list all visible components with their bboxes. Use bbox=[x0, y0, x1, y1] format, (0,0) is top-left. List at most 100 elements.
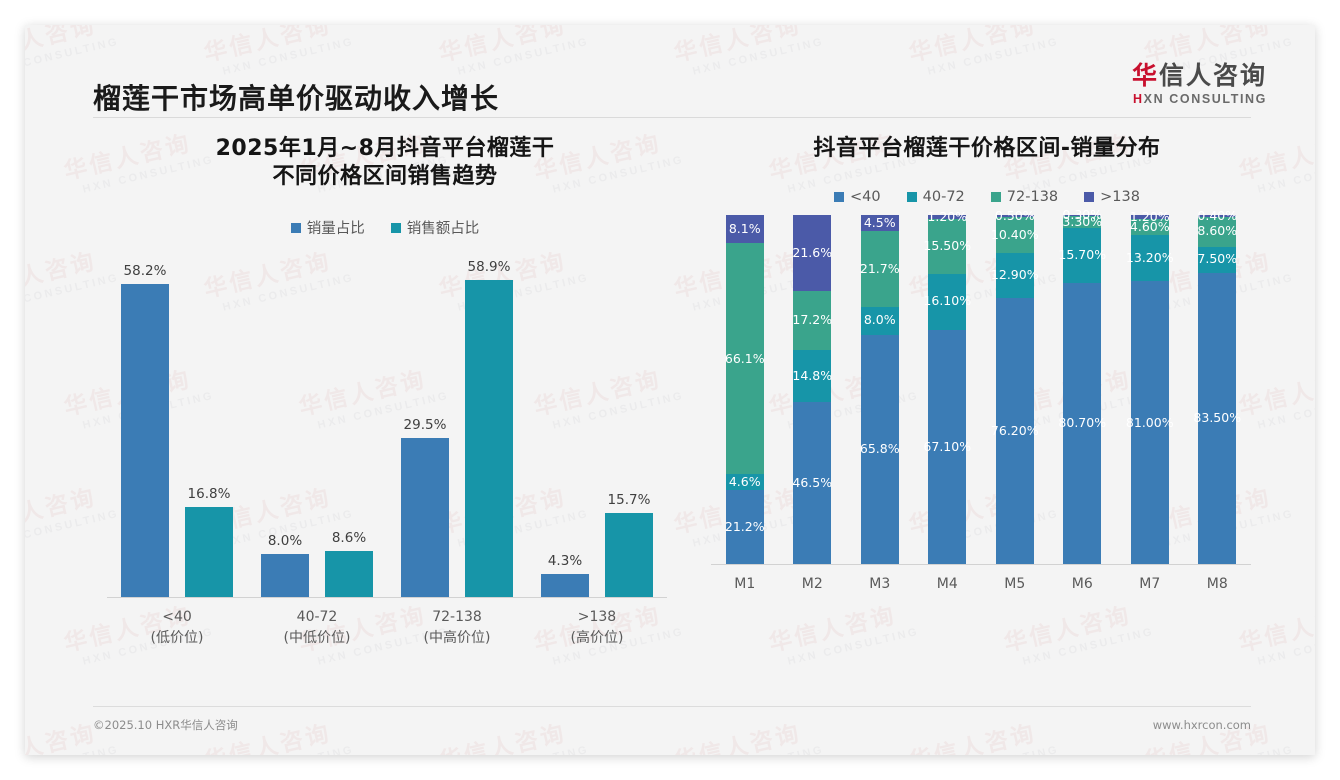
stack-inner: 83.50% 7.50% 8.60% 0.40% bbox=[1193, 209, 1241, 565]
stack-segment->138-M5[interactable]: 0.50% bbox=[995, 209, 1035, 221]
stacked-bar-M1: 21.2% 4.6% 66.1% 8.1% bbox=[711, 215, 779, 565]
stack-segment-<40-M6[interactable]: 80.70% bbox=[1058, 282, 1106, 565]
stack-segment-label: 12.90% bbox=[990, 267, 1039, 283]
chart-right-stacked-bars: 21.2% 4.6% 66.1% 8.1% 46.5% 14.8% 17.2% 21.6% 65… bbox=[711, 209, 1251, 565]
stack-segment->138-M6[interactable]: 0.30% bbox=[1062, 209, 1102, 221]
stack-segment-72-138-M5[interactable]: 10.40% bbox=[991, 216, 1039, 254]
stack-segment-label: 7.50% bbox=[1197, 251, 1238, 267]
x-tick-M1: M1 bbox=[734, 576, 756, 593]
stack-segment-<40-M1[interactable]: 21.2% bbox=[724, 490, 765, 565]
footer-copyright: ©2025.10 HXR华信人咨询 bbox=[93, 718, 238, 732]
stack-segment-<40-M4[interactable]: 67.10% bbox=[923, 329, 971, 565]
stack-segment-40-72-M3[interactable]: 8.0% bbox=[860, 306, 899, 335]
stack-segment-label: 21.6% bbox=[792, 244, 833, 260]
stack-segment-72-138-M7[interactable]: 4.60% bbox=[1129, 219, 1170, 236]
legend-label: 72-138 bbox=[1006, 189, 1059, 206]
stack-segment-<40-M2[interactable]: 46.5% bbox=[792, 402, 833, 565]
stack-segment-label: 80.70% bbox=[1058, 415, 1107, 431]
stack-segment-72-138-M6[interactable]: 3.30% bbox=[1062, 215, 1102, 228]
legend-item-72-138[interactable]: 72-138 bbox=[990, 189, 1059, 206]
stack-segment-label: 4.60% bbox=[1129, 219, 1170, 235]
stack-segment-40-72-M6[interactable]: 15.70% bbox=[1058, 227, 1106, 283]
stack-segment-40-72-M8[interactable]: 7.50% bbox=[1197, 246, 1238, 273]
stack-segment-label: 66.1% bbox=[724, 350, 765, 366]
x-tick-sub: (高价位) bbox=[570, 629, 624, 646]
stack-segment->138-M7[interactable]: 1.20% bbox=[1130, 211, 1170, 223]
stack-segment-label: 21.2% bbox=[724, 518, 765, 534]
bar-销售额占比-<40[interactable]: 16.8% bbox=[185, 486, 233, 598]
stack-segment-label: 0.40% bbox=[1197, 207, 1238, 223]
stack-segment-72-138-M1[interactable]: 66.1% bbox=[724, 243, 765, 475]
header-divider bbox=[93, 117, 1251, 118]
bar-销量占比-72-138[interactable]: 29.5% bbox=[401, 417, 449, 598]
stack-segment-40-72-M4[interactable]: 16.10% bbox=[923, 273, 971, 330]
stack-segment-label: 0.50% bbox=[994, 207, 1035, 223]
chart-right-title: 抖音平台榴莲干价格区间-销量分布 bbox=[697, 135, 1277, 163]
x-tick-sub: (中低价位) bbox=[283, 629, 351, 646]
stack-segment-label: 4.6% bbox=[728, 473, 761, 489]
slide-header: 榴莲干市场高单价驱动收入增长 华信人咨询 HXN CONSULTING bbox=[25, 25, 1315, 118]
bar-销售额占比-72-138[interactable]: 58.9% bbox=[465, 259, 513, 598]
x-tick->138: >138 (高价位) bbox=[527, 607, 667, 648]
stack-segment-40-72-M2[interactable]: 14.8% bbox=[792, 350, 833, 403]
stack-segment-<40-M3[interactable]: 65.8% bbox=[860, 334, 900, 565]
x-tick-M5: M5 bbox=[1004, 576, 1026, 593]
stack-segment->138-M4[interactable]: 1.20% bbox=[927, 211, 967, 223]
stack-segment->138-M3[interactable]: 4.5% bbox=[860, 215, 899, 231]
stacked-bar-M7: 81.00% 13.20% 4.60% 1.20% bbox=[1116, 211, 1184, 565]
stack-segment-72-138-M4[interactable]: 15.50% bbox=[923, 219, 971, 274]
stack-segment-label: 8.1% bbox=[728, 221, 761, 237]
stack-segment-label: 1.20% bbox=[1129, 209, 1170, 225]
slide-canvas: 华信人咨询 HXN CONSULTING 华信人咨询 HXN CONSULTING华信… bbox=[25, 25, 1315, 755]
bar-wrapper: 4.3% bbox=[541, 553, 589, 598]
bar-group: 58.2% 16.8% bbox=[107, 248, 247, 598]
stack-segment-label: 83.50% bbox=[1193, 410, 1242, 426]
legend-item-销售额占比[interactable]: 销售额占比 bbox=[390, 217, 479, 238]
stack-segment-<40-M8[interactable]: 83.50% bbox=[1193, 272, 1241, 565]
bar-wrapper: 8.6% bbox=[325, 530, 373, 598]
stack-segment-label: 0.30% bbox=[1062, 207, 1103, 223]
stack-segment-label: 14.8% bbox=[792, 368, 833, 383]
stack-segment-72-138-M8[interactable]: 8.60% bbox=[1197, 216, 1237, 247]
stack-segment-label: 46.5% bbox=[792, 474, 833, 490]
stack-inner: 65.8% 8.0% 21.7% 4.5% bbox=[860, 215, 900, 565]
legend-label: <40 bbox=[850, 189, 881, 206]
stack-inner: 21.2% 4.6% 66.1% 8.1% bbox=[724, 215, 765, 565]
legend-item->138[interactable]: >138 bbox=[1084, 189, 1140, 205]
legend-item-40-72[interactable]: 40-72 bbox=[906, 189, 965, 206]
logo-chinese-red: 华 bbox=[1131, 61, 1159, 90]
bar-销售额占比-40-72[interactable]: 8.6% bbox=[325, 530, 373, 598]
legend-swatch-icon bbox=[290, 222, 301, 233]
logo-english-red: H bbox=[1133, 92, 1144, 107]
stack-segment-label: 1.20% bbox=[927, 209, 968, 225]
legend-label: 40-72 bbox=[922, 189, 965, 206]
stack-segment-40-72-M1[interactable]: 4.6% bbox=[725, 473, 764, 491]
stack-segment-<40-M5[interactable]: 76.20% bbox=[991, 298, 1039, 565]
stack-segment->138-M1[interactable]: 8.1% bbox=[725, 215, 764, 244]
stack-segment-label: 16.10% bbox=[923, 293, 972, 309]
chart-right-plot: 21.2% 4.6% 66.1% 8.1% 46.5% 14.8% 17.2% 21.6% 65… bbox=[711, 209, 1251, 592]
stack-segment->138-M2[interactable]: 21.6% bbox=[792, 215, 833, 291]
bar-wrapper: 58.9% bbox=[465, 259, 513, 598]
stack-inner: 46.5% 14.8% 17.2% 21.6% bbox=[792, 215, 833, 565]
bar-value-label: 8.0% bbox=[267, 533, 303, 550]
stack-segment-label: 13.20% bbox=[1125, 250, 1174, 266]
chart-right-x-labels: M1 M2 M3 M4 M5 M6 M7 M8 bbox=[711, 565, 1251, 594]
stack-segment-label: 15.70% bbox=[1058, 246, 1107, 262]
bar-销量占比-<40[interactable]: 58.2% bbox=[121, 263, 169, 598]
bar-销售额占比->138[interactable]: 15.7% bbox=[605, 492, 653, 598]
x-tick-main: 72-138 bbox=[432, 609, 482, 626]
legend-item-销量占比[interactable]: 销量占比 bbox=[290, 217, 365, 238]
stack-segment-<40-M7[interactable]: 81.00% bbox=[1126, 281, 1174, 565]
stack-inner: 80.70% 15.70% 3.30% 0.30% bbox=[1058, 209, 1106, 565]
bar-group: 4.3% 15.7% bbox=[527, 248, 667, 598]
stack-segment-72-138-M3[interactable]: 21.7% bbox=[860, 230, 900, 307]
stack-segment-40-72-M7[interactable]: 13.20% bbox=[1126, 235, 1174, 282]
bar-销量占比->138[interactable]: 4.3% bbox=[541, 553, 589, 598]
bar-销量占比-40-72[interactable]: 8.0% bbox=[261, 533, 309, 598]
stack-segment->138-M8[interactable]: 0.40% bbox=[1197, 209, 1237, 221]
stack-segment-40-72-M5[interactable]: 12.90% bbox=[991, 253, 1039, 299]
legend-item-<40[interactable]: <40 bbox=[834, 189, 881, 205]
chart-left-legend: 销量占比 销售额占比 bbox=[85, 217, 685, 238]
stack-segment-72-138-M2[interactable]: 17.2% bbox=[792, 290, 832, 351]
